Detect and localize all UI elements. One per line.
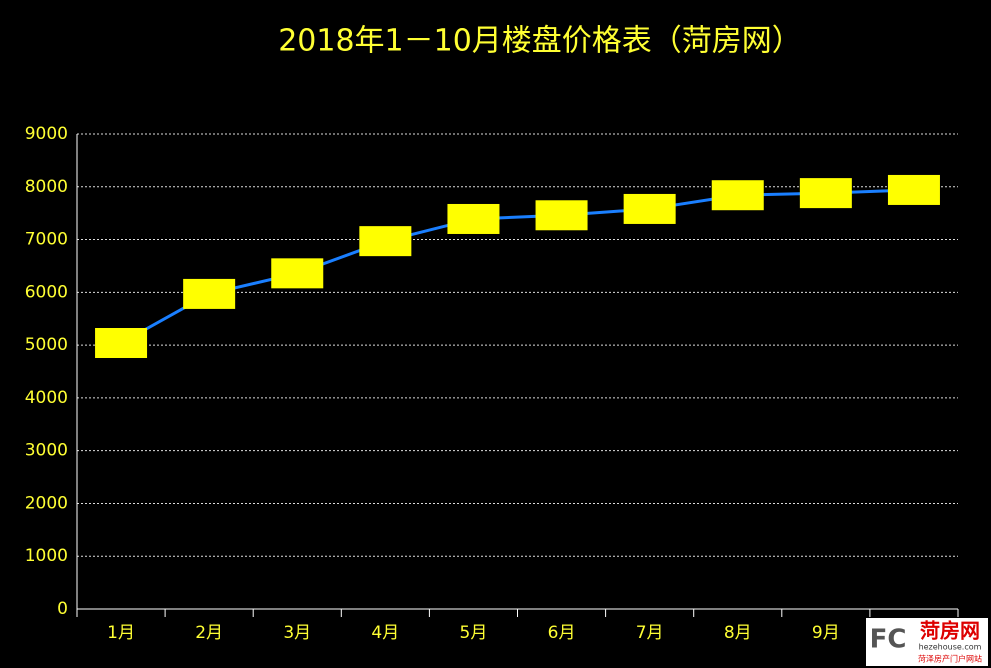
y-tick-label: 3000 (25, 441, 68, 461)
y-tick-label: 5000 (25, 335, 68, 355)
y-tick-label: 7000 (25, 230, 68, 250)
chart-title: 2018年1－10月楼盘价格表（菏房网） (278, 24, 802, 59)
y-tick-label: 8000 (25, 177, 68, 197)
x-tick-label: 7月 (636, 623, 664, 643)
marker (887, 174, 940, 205)
y-tick-label: 2000 (25, 493, 68, 513)
marker (799, 178, 852, 209)
watermark-name: 菏房网 (920, 619, 980, 643)
marker (623, 193, 676, 224)
x-tick-label: 1月 (107, 623, 135, 643)
x-tick-label: 5月 (460, 623, 488, 643)
watermark: 菏房网 hezehouse.com 菏泽房产门户网站 FC (866, 618, 988, 666)
y-tick-label: 6000 (25, 282, 68, 302)
watermark-logo: FC (870, 625, 907, 655)
line (120, 188, 915, 345)
x-tick-label: 9月 (812, 623, 840, 643)
y-tick-label: 9000 (25, 124, 68, 144)
watermark-box (866, 618, 988, 666)
x-tick-label: 2月 (195, 623, 223, 643)
y-tick-label: 1000 (25, 546, 68, 566)
y-tick-label: 0 (57, 599, 68, 619)
marker (183, 278, 236, 309)
marker (271, 258, 324, 289)
y-tick-label: 4000 (25, 388, 68, 408)
marker (95, 328, 148, 358)
x-tick-label: 4月 (371, 623, 399, 643)
marker (711, 180, 764, 211)
marker (535, 200, 588, 231)
marker (447, 203, 500, 234)
x-tick-label: 3月 (283, 623, 311, 643)
watermark-slogan: 菏泽房产门户网站 (918, 654, 982, 664)
x-tick-label: 8月 (724, 623, 752, 643)
marker (359, 226, 412, 257)
watermark-site: hezehouse.com (919, 643, 982, 652)
x-tick-label: 6月 (548, 623, 576, 643)
